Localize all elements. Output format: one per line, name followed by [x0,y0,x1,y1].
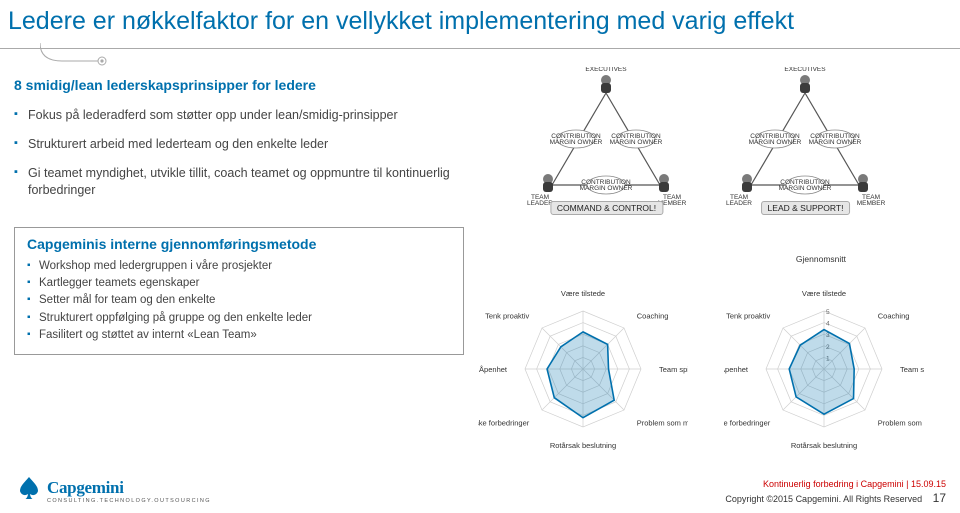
radar-series [789,330,854,415]
svg-text:MARGIN OWNER: MARGIN OWNER [809,139,862,146]
svg-text:EXECUTIVES: EXECUTIVES [784,67,826,73]
radar-axis-label: Team spirit [900,365,924,374]
method-bullet: Setter mål for team og den enkelte [27,292,453,309]
radar-axis-label: Åpenhet [724,365,749,374]
footer-right: Kontinuerlig forbedring i Capgemini | 15… [725,478,946,507]
bullet-item: Gi teamet myndighet, utvikle tillit, coa… [14,165,464,199]
svg-text:LEADER: LEADER [726,200,752,207]
footer-red-line: Kontinuerlig forbedring i Capgemini | 15… [725,478,946,491]
radar-axis-label: Coaching [637,312,669,321]
logo-text: Capgemini [47,478,211,498]
footer: Capgemini CONSULTING.TECHNOLOGY.OUTSOURC… [0,475,960,507]
pointer-tail [40,43,110,68]
logo-tagline: CONSULTING.TECHNOLOGY.OUTSOURCING [47,498,211,504]
method-bullet: Fasilitert og støttet av internt «Lean T… [27,327,453,344]
svg-text:MARGIN OWNER: MARGIN OWNER [550,139,603,146]
bullet-item: Fokus på lederadferd som støtter opp und… [14,107,464,124]
svg-text:5: 5 [826,309,830,316]
page-number: 17 [933,491,946,505]
radar-axis-label: Åpenhet [479,365,508,374]
triangle-right: CONTRIBUTION MARGIN OWNER CONTRIBUTION M… [723,67,888,207]
radar-axis-label: Rotårsak beslutning [550,441,616,450]
triangle-left: CONTRIBUTION MARGIN OWNER CONTRIBUTION M… [524,67,689,207]
triangle-right-caption: LEAD & SUPPORT! [761,201,851,215]
radar-chart-left: Være tilstede Coaching Team spirit Problem … [478,275,688,485]
radar-axis-label: Raske forbedringer [478,419,530,428]
radar-axis-label: Tenk proaktiv [726,312,770,321]
svg-text:MARGIN OWNER: MARGIN OWNER [779,185,832,192]
radar-section: Være tilstede Coaching Team spirit Problem … [478,275,948,485]
method-bullet: Workshop med ledergruppen i våre prosjek… [27,258,453,275]
svg-text:MARGIN OWNER: MARGIN OWNER [580,185,633,192]
logo: Capgemini CONSULTING.TECHNOLOGY.OUTSOURC… [18,475,211,507]
radar-axis-label: Raske forbedringer [724,419,771,428]
triangle-label-top: EXECUTIVES [585,67,627,73]
radar-axis-label: Tenk proaktiv [485,312,529,321]
radar-axis-label: Coaching [878,312,910,321]
svg-text:MARGIN OWNER: MARGIN OWNER [749,139,802,146]
method-bullet-list: Workshop med ledergruppen i våre prosjek… [27,258,453,344]
svg-text:MARGIN OWNER: MARGIN OWNER [610,139,663,146]
footer-copyright: Copyright ©2015 Capgemini. All Rights Re… [725,494,922,504]
svg-text:4: 4 [826,321,830,328]
slide-title: Ledere er nøkkelfaktor for en vellykket … [0,0,960,44]
content-area: 8 smidig/lean lederskapsprinsipper for l… [0,49,960,355]
radar-axis-label: Problem som mulighet [637,419,688,428]
logo-spade-icon [18,475,40,507]
triangle-diagram: CONTRIBUTION MARGIN OWNER CONTRIBUTION M… [464,67,948,207]
radar-axis-label: Problem som mulighet [878,419,924,428]
section-heading: 8 smidig/lean lederskapsprinsipper for l… [14,77,464,93]
left-column: 8 smidig/lean lederskapsprinsipper for l… [14,77,464,355]
triangle-left-caption: COMMAND & CONTROL! [550,201,663,215]
radar-axis-label: Team spirit [659,365,688,374]
method-box: Capgeminis interne gjennomføringsmetode … [14,227,464,355]
radar-axis-label: Være tilstede [802,289,846,298]
bullet-item: Strukturert arbeid med lederteam og den … [14,136,464,153]
method-bullet: Kartlegger teamets egenskaper [27,275,453,292]
svg-text:MEMBER: MEMBER [857,200,886,207]
radar-axis-label: Være tilstede [561,289,605,298]
right-column: CONTRIBUTION MARGIN OWNER CONTRIBUTION M… [464,77,948,355]
method-title: Capgeminis interne gjennomføringsmetode [27,236,453,252]
radar-chart-right: Gjennomsnitt Være tilstedeCoachingTeam s… [724,275,924,485]
bullet-list: Fokus på lederadferd som støtter opp und… [14,107,464,199]
avg-title: Gjennomsnitt [796,254,846,264]
method-bullet: Strukturert oppfølging på gruppe og den … [27,310,453,327]
radar-axis-label: Rotårsak beslutning [791,441,857,450]
